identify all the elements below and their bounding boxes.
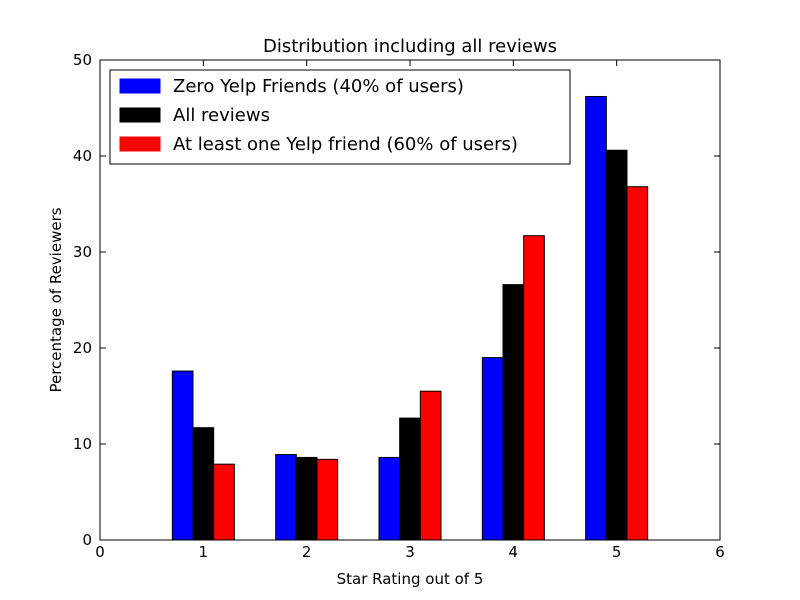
- x-tick-label: 5: [612, 543, 622, 561]
- bar-1-1: [171, 370, 194, 541]
- bar-3-4: [523, 235, 545, 541]
- x-tick-label: 6: [715, 543, 725, 561]
- bars-group: [171, 95, 649, 541]
- legend-label: At least one Yelp friend (60% of users): [173, 134, 518, 155]
- bar-2-1: [192, 427, 215, 541]
- y-tick-label: 10: [73, 435, 92, 453]
- y-axis-label: Percentage of Reviewers: [47, 207, 65, 392]
- bar-3-5: [626, 186, 649, 541]
- legend-label: Zero Yelp Friends (40% of users): [173, 76, 464, 97]
- bar-2-4: [502, 284, 525, 541]
- legend-swatch: [119, 78, 161, 94]
- y-axis: 0 10 20 30 40 50: [73, 51, 720, 549]
- y-tick-label: 40: [73, 147, 92, 165]
- bar-3-1: [213, 463, 235, 541]
- legend-box: [109, 69, 571, 165]
- x-tick-label: 2: [302, 543, 312, 561]
- bar-1-2: [275, 454, 297, 541]
- y-tick-label: 50: [73, 51, 92, 69]
- legend-swatch: [119, 136, 161, 152]
- y-tick-label: 20: [73, 339, 92, 357]
- x-axis: 0 1 2 3 4 5 6: [95, 60, 725, 561]
- legend: Zero Yelp Friends (40% of users) All revi…: [109, 69, 571, 165]
- x-axis-label: Star Rating out of 5: [337, 570, 484, 588]
- y-tick-label: 30: [73, 243, 92, 261]
- x-tick-label: 3: [405, 543, 415, 561]
- legend-swatch: [119, 107, 161, 123]
- bar-1-4: [481, 357, 504, 541]
- bar-2-5: [605, 149, 628, 541]
- bar-3-3: [419, 390, 442, 541]
- legend-label: All reviews: [173, 105, 270, 126]
- bar-2-2: [295, 456, 318, 541]
- bar-1-5: [585, 95, 607, 541]
- chart-title: Distribution including all reviews: [263, 36, 557, 57]
- x-tick-label: 4: [509, 543, 519, 561]
- y-tick-label: 0: [82, 531, 92, 549]
- bar-1-3: [378, 456, 401, 541]
- x-tick-label: 0: [95, 543, 105, 561]
- bar-2-3: [399, 417, 421, 541]
- bar-3-2: [316, 458, 339, 541]
- x-tick-label: 1: [199, 543, 209, 561]
